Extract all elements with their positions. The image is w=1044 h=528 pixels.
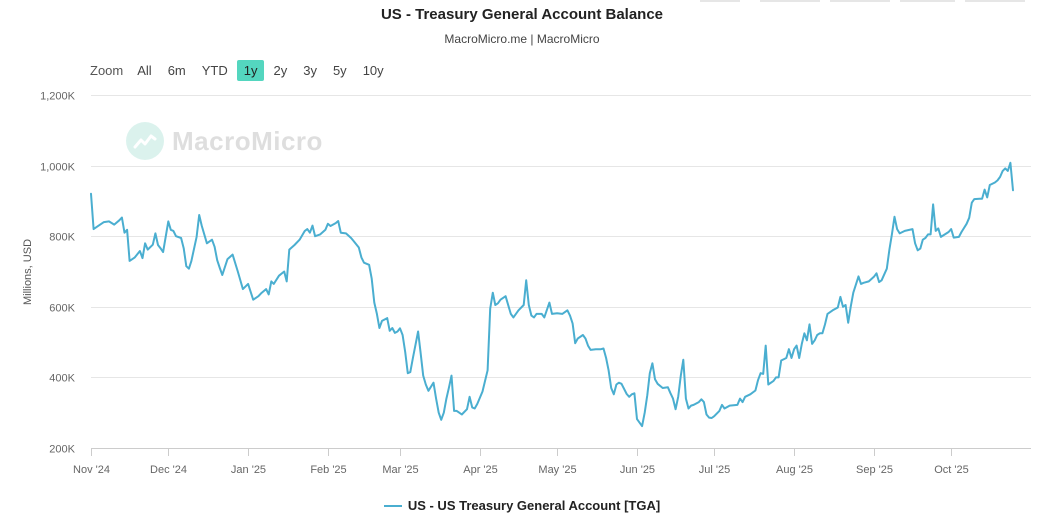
range-button-6m[interactable]: 6m	[167, 63, 186, 78]
top-divider	[900, 0, 955, 2]
x-tick-label: Apr '25	[463, 464, 498, 476]
series-group	[90, 161, 1014, 428]
zoom-label: Zoom	[90, 63, 124, 78]
x-tick-label: Jul '25	[699, 464, 730, 476]
range-button-10y[interactable]: 10y	[362, 63, 384, 78]
range-button-3y[interactable]: 3y	[303, 63, 317, 78]
y-tick-label: 800K	[49, 232, 75, 244]
range-button-ytd[interactable]: YTD	[201, 63, 228, 78]
x-axis-ticks: Nov '24 Dec '24 Jan '25 Feb '25 Mar '25 Apr '…	[73, 448, 969, 476]
x-tick-label: Aug '25	[776, 464, 813, 476]
x-tick-label: Jan '25	[231, 464, 266, 476]
x-tick-label: Oct '25	[934, 464, 969, 476]
range-button-2y[interactable]: 2y	[273, 63, 288, 78]
watermark: MacroMicro	[126, 122, 323, 160]
grid-lines	[91, 95, 1031, 378]
x-tick-label: Sep '25	[856, 464, 893, 476]
chart-title: US - Treasury General Account Balance	[380, 6, 664, 23]
top-divider	[700, 0, 740, 2]
y-tick-label: 1,000K	[40, 162, 76, 174]
x-tick-label: Nov '24	[73, 464, 110, 476]
x-tick-label: May '25	[538, 464, 576, 476]
legend-label: US - US Treasury General Account [TGA]	[407, 498, 661, 513]
range-button-5y[interactable]: 5y	[332, 63, 347, 78]
range-button-all[interactable]: All	[137, 63, 152, 78]
y-axis-label: Millions, USD	[22, 239, 34, 305]
y-tick-label: 600K	[49, 303, 75, 315]
x-tick-label: Feb '25	[310, 464, 346, 476]
x-tick-label: Jun '25	[620, 464, 655, 476]
macromicro-logo-icon	[126, 122, 164, 160]
top-divider	[830, 0, 890, 2]
y-tick-label: 1,200K	[40, 91, 76, 103]
y-tick-label: 200K	[49, 444, 75, 456]
legend-swatch	[383, 504, 402, 507]
watermark-text: MacroMicro	[172, 125, 323, 156]
chart-subtitle: MacroMicro.me | MacroMicro	[444, 32, 600, 46]
x-tick-label: Dec '24	[150, 464, 187, 476]
x-tick-label: Mar '25	[382, 464, 418, 476]
top-divider	[760, 0, 820, 2]
top-divider	[965, 0, 1025, 2]
legend[interactable]: US - US Treasury General Account [TGA]	[0, 498, 1044, 513]
y-axis-ticks: 200K 400K 600K 800K 1,000K 1,200K	[40, 91, 76, 456]
series-line-tga[interactable]	[90, 161, 1014, 428]
range-button-1y[interactable]: 1y	[236, 60, 265, 81]
y-tick-label: 400K	[49, 373, 75, 385]
range-selector: Zoom All 6m YTD 1y 2y 3y 5y 10y	[84, 60, 392, 81]
